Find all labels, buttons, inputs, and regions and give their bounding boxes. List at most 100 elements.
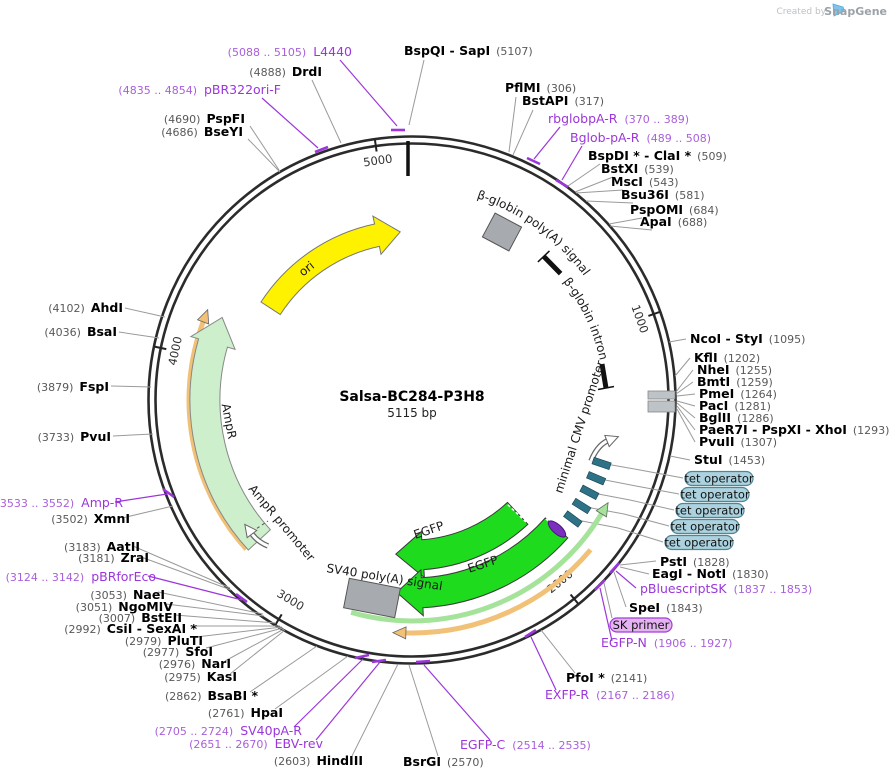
tet-operator-box-5[interactable]	[664, 534, 734, 551]
tet-operator-box-2[interactable]	[680, 486, 750, 503]
site-bstapi[interactable]: BstAPI (317)	[522, 93, 604, 108]
site-pluti[interactable]: (2979) PluTI	[125, 633, 203, 648]
site-xmni[interactable]: (3502) XmnI	[51, 511, 130, 526]
sk-primer-box[interactable]	[609, 617, 673, 633]
ampr-label: AmpR	[219, 402, 240, 440]
site-paci[interactable]: PacI (1281)	[699, 398, 771, 413]
site-bstxi[interactable]: BstXI (539)	[601, 161, 674, 176]
site-nari[interactable]: (2976) NarI	[159, 656, 231, 671]
primer-l4440[interactable]: (5088 .. 5105) L4440	[228, 44, 352, 59]
primer-egfp-n[interactable]: EGFP-N (1906 .. 1927)	[601, 635, 732, 650]
primer-bglob-pa-r[interactable]: Bglob-pA-R (489 .. 508)	[570, 130, 711, 145]
site-ngomiv[interactable]: (3051) NgoMIV	[76, 599, 174, 614]
primer-exfp-r[interactable]: EXFP-R (2167 .. 2186)	[545, 687, 675, 702]
site-naei[interactable]: (3053) NaeI	[90, 587, 165, 602]
bglobin-polya-box[interactable]	[481, 212, 523, 252]
site-stui[interactable]: StuI (1453)	[694, 452, 765, 467]
orf-arc-green-arrowhead	[595, 501, 609, 518]
primer-sv40pa-r[interactable]: (2705 .. 2724) SV40pA-R	[155, 723, 303, 738]
site-apai[interactable]: ApaI (688)	[640, 214, 707, 229]
ori-feature-arrow[interactable]	[260, 215, 401, 316]
scale-label-4000: 4000	[165, 335, 185, 367]
primer-rbglobpa-r[interactable]: rbglobpA-R (370 .. 389)	[548, 111, 689, 126]
site-drdi[interactable]: (4888) DrdI	[249, 64, 322, 79]
site-kfli[interactable]: KflI (1202)	[694, 350, 760, 365]
tet-operator-bars[interactable]	[563, 456, 612, 528]
site-ncoi-styi[interactable]: NcoI - StyI (1095)	[690, 331, 805, 346]
site-msci[interactable]: MscI (543)	[611, 174, 679, 189]
egfp-feature-arrow-1[interactable]	[395, 501, 529, 579]
site-eagi-noti[interactable]: EagI - NotI (1830)	[652, 566, 769, 581]
plasmid-size: 5115 bp	[387, 406, 437, 420]
site-paer7i-pspxi-xhoi[interactable]: PaeR7I - PspXI - XhoI (1293)	[699, 422, 889, 437]
snapgene-logo-icon	[832, 3, 845, 17]
site-bsteii[interactable]: (3007) BstEII	[99, 610, 182, 625]
ampr-tail-hatch	[246, 520, 269, 536]
site-bspdi-clai[interactable]: BspDI * - ClaI * (509)	[588, 148, 727, 163]
scale-label-3000: 3000	[274, 586, 306, 613]
site-csii-sexai[interactable]: (2992) CsiI - SexAI *	[64, 621, 197, 636]
site-bsai[interactable]: (4036) BsaI	[44, 324, 117, 339]
site-kasi[interactable]: (2975) KasI	[164, 669, 237, 684]
site-fspi[interactable]: (3879) FspI	[37, 379, 109, 394]
orf-arc-green	[350, 512, 604, 624]
primer-amp-r[interactable]: (3533 .. 3552) Amp-R	[0, 495, 123, 510]
orf-arc-orange-left	[186, 321, 249, 551]
site-hindiii[interactable]: (2603) HindIII	[274, 753, 363, 768]
site-pspfi[interactable]: (4690) PspFI	[164, 111, 245, 126]
orf-arc-orange-left-arrowhead	[196, 308, 210, 325]
site-pspomi[interactable]: PspOMI (684)	[630, 202, 719, 217]
tet-operator-box-1[interactable]	[684, 470, 754, 487]
site-pfoi[interactable]: PfoI * (2141)	[566, 670, 647, 685]
site-bglii[interactable]: BglII (1286)	[699, 410, 774, 425]
orf-arc-orange-bottom	[405, 548, 593, 636]
primer-egfp-c[interactable]: EGFP-C (2514 .. 2535)	[460, 737, 591, 752]
purple-feature-ellipse[interactable]	[546, 518, 568, 539]
sv40-polya-box[interactable]	[343, 577, 401, 619]
created-by-text: Created by	[776, 7, 826, 17]
tet-operator-labels: tet operator tet operator tet operator t…	[664, 470, 754, 551]
site-spei[interactable]: SpeI (1843)	[629, 600, 703, 615]
tet-operator-label-5: tet operator	[664, 536, 733, 550]
site-bmti[interactable]: BmtI (1259)	[697, 374, 773, 389]
site-pmei[interactable]: PmeI (1264)	[699, 386, 777, 401]
site-bspqi-sapi[interactable]: BspQI - SapI (5107)	[404, 43, 533, 58]
site-zrai[interactable]: (3181) ZraI	[78, 550, 149, 565]
egfp1-tail-hatch	[506, 503, 527, 523]
bglobin-intron-label: β-globin intron	[561, 275, 611, 361]
site-hpai[interactable]: (2761) HpaI	[208, 705, 283, 720]
orf-frame-arcs	[186, 308, 609, 640]
min-cmv-promoter-label: minimal CMV promoter	[552, 359, 608, 495]
site-pflmi[interactable]: PflMI (306)	[505, 80, 576, 95]
site-nhei[interactable]: NheI (1255)	[697, 362, 772, 377]
site-ahdi[interactable]: (4102) AhdI	[48, 300, 123, 315]
site-pvui[interactable]: (3733) PvuI	[38, 429, 111, 444]
site-pvuii[interactable]: PvuII (1307)	[699, 434, 777, 449]
primer-pbr322ori-f[interactable]: (4835 .. 4854) pBR322ori-F	[118, 82, 281, 97]
site-bsrgi[interactable]: BsrGI (2570)	[403, 754, 484, 769]
tet-operator-label-4: tet operator	[670, 520, 739, 534]
site-sfoi[interactable]: (2977) SfoI	[143, 644, 213, 659]
tet-operator-box-4[interactable]	[670, 518, 740, 535]
plasmid-title: Salsa-BC284-P3H8	[339, 389, 484, 405]
primer-pbrforeco[interactable]: (3124 .. 3142) pBRforEco	[6, 569, 156, 584]
site-bseyi[interactable]: (4686) BseYI	[161, 124, 243, 139]
sk-primer[interactable]: SK primer	[609, 617, 673, 633]
site-bsabi[interactable]: (2862) BsaBI *	[165, 688, 259, 703]
site-psti[interactable]: PstI (1828)	[660, 554, 730, 569]
site-bsu36i[interactable]: Bsu36I (581)	[621, 187, 705, 202]
primer-pbluescriptsk[interactable]: pBluescriptSK (1837 .. 1853)	[640, 581, 812, 596]
tet-operator-box-3[interactable]	[675, 502, 745, 519]
snapgene-credit: Created by SnapGene	[776, 3, 887, 18]
ampr-feature-arrow[interactable]	[189, 316, 272, 551]
enzyme-labels-right: BspQI - SapI (5107) PflMI (306) BstAPI (317…	[403, 43, 889, 769]
ampr-promoter-arrow[interactable]	[244, 523, 270, 549]
site-aatii[interactable]: (3183) AatII	[64, 539, 140, 554]
primer-ebv-rev[interactable]: (2651 .. 2670) EBV-rev	[189, 736, 324, 751]
tet-operator-label-1: tet operator	[684, 472, 753, 486]
min-cmv-promoter-arrow[interactable]	[588, 434, 620, 463]
plasmid-backbone-ring	[147, 135, 677, 665]
leader-lines	[110, 59, 696, 757]
